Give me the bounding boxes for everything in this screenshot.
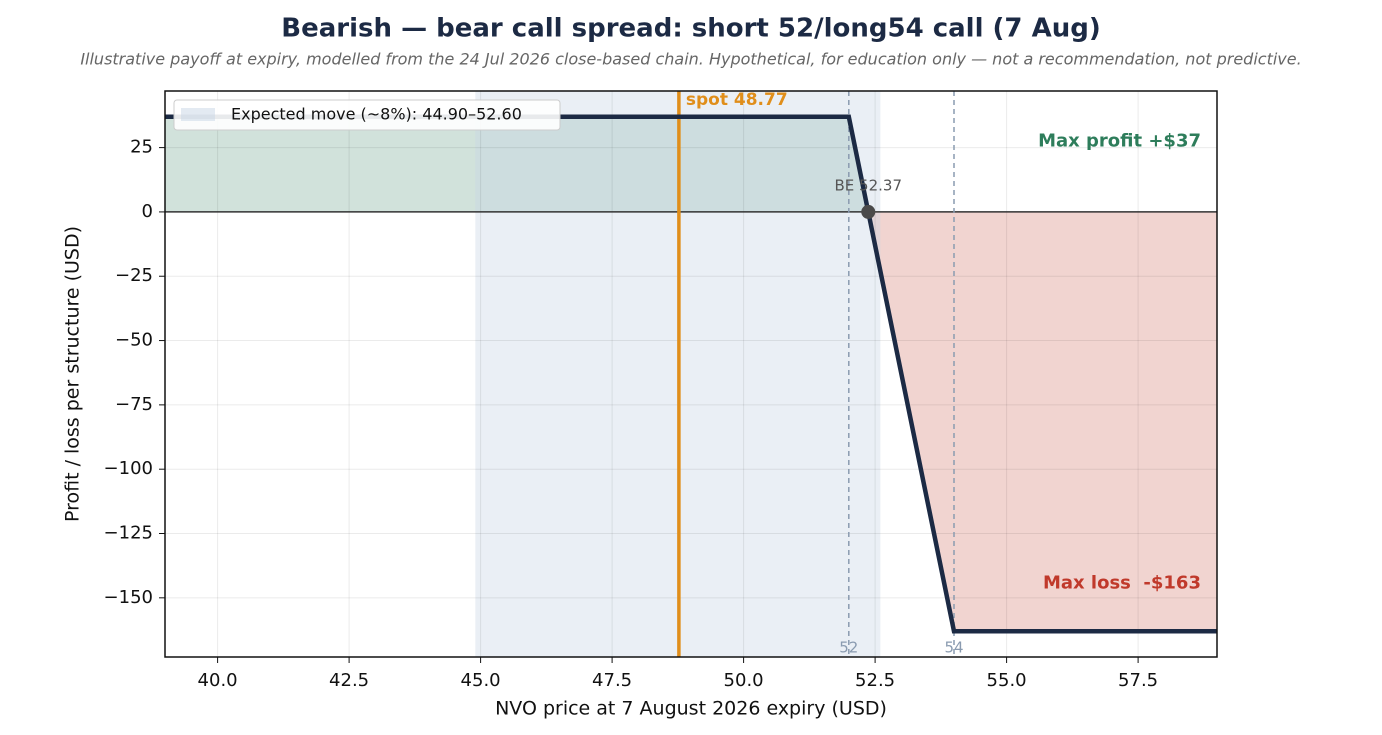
- plot-frame: [164, 90, 1218, 658]
- x-tick-label: 45.0: [461, 670, 501, 691]
- y-tick-label: −75: [115, 394, 153, 415]
- breakeven-label: BE 52.37: [835, 176, 902, 194]
- max-loss-label: Max loss -$163: [1043, 572, 1201, 593]
- x-tick-label: 50.0: [724, 670, 764, 691]
- y-tick-label: −125: [104, 523, 153, 544]
- strike-label: 54: [944, 639, 963, 657]
- x-tick-label: 40.0: [198, 670, 238, 691]
- y-tick-label: −50: [115, 330, 153, 351]
- x-axis-label: NVO price at 7 August 2026 expiry (USD): [495, 698, 887, 720]
- y-tick-label: 0: [142, 201, 153, 222]
- y-tick-label: 25: [130, 137, 153, 158]
- spot-label: spot 48.77: [686, 90, 788, 110]
- x-tick-label: 55.0: [987, 670, 1027, 691]
- loss-zone: [868, 211, 1217, 632]
- x-tick-label: 42.5: [329, 670, 369, 691]
- breakeven-point: [861, 204, 876, 219]
- y-tick-label: −25: [115, 265, 153, 286]
- legend-box: [173, 99, 561, 131]
- max-profit-label: Max profit +$37: [1038, 131, 1201, 152]
- legend-label: Expected move (~8%): 44.90–52.60: [231, 105, 522, 124]
- chart-subtitle: Illustrative payoff at expiry, modelled …: [80, 50, 1301, 69]
- x-tick-label: 57.5: [1118, 670, 1158, 691]
- chart-title: Bearish — bear call spread: short 52/lon…: [281, 14, 1100, 44]
- legend-swatch: [181, 108, 215, 121]
- y-tick-label: −150: [104, 587, 153, 608]
- x-tick-label: 52.5: [855, 670, 895, 691]
- y-axis-label: Profit / loss per structure (USD): [62, 226, 84, 522]
- strike-label: 52: [839, 639, 858, 657]
- x-tick-label: 47.5: [592, 670, 632, 691]
- y-tick-label: −100: [104, 458, 153, 479]
- profit-zone: [165, 116, 869, 212]
